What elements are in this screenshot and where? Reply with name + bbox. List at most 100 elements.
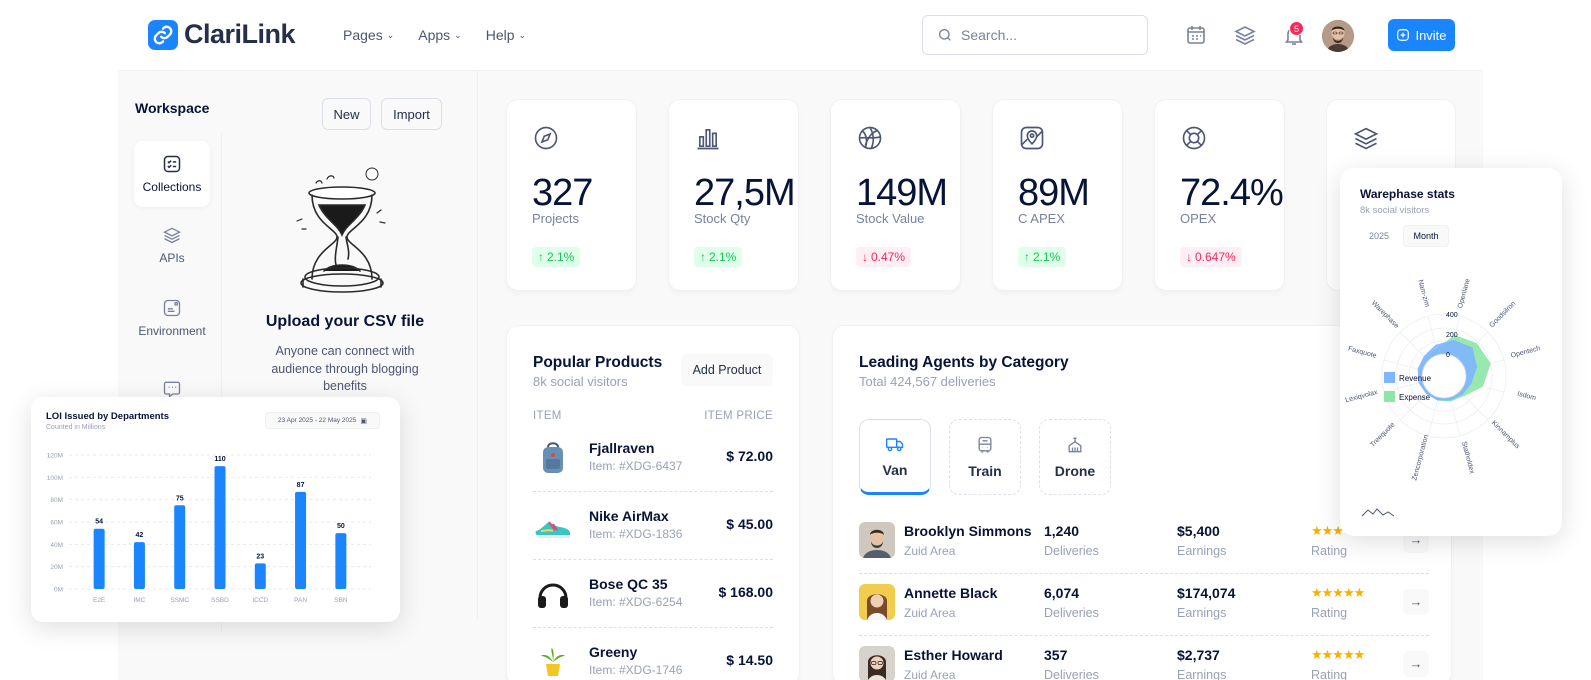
bar[interactable]	[335, 533, 347, 589]
tab-van[interactable]: Van	[859, 419, 931, 495]
import-button[interactable]: Import	[381, 98, 442, 130]
agent-name: Esther Howard	[904, 647, 1003, 663]
tab-month[interactable]: Month	[1403, 225, 1449, 247]
table-row[interactable]: Nike AirMax Item: #XDG-1836 $ 45.00	[533, 492, 773, 560]
chart-subtitle: Counted in Millions	[46, 424, 106, 431]
layers-icon[interactable]	[1233, 23, 1257, 47]
x-tick-label: SSBD	[211, 597, 229, 604]
product-code: Item: #XDG-6437	[589, 459, 683, 473]
hourglass-illustration	[296, 167, 386, 293]
agent-name: Brooklyn Simmons	[904, 523, 1032, 539]
top-header: ClariLink Pages⌄ Apps⌄ Help⌄ 5 Invite	[0, 0, 1591, 70]
earnings-value: $2,737	[1177, 647, 1220, 663]
stat-card-stock-qty: 27,5M Stock Qty ↑ 2.1%	[668, 99, 799, 291]
bar[interactable]	[214, 466, 226, 589]
y-tick-label: 0M	[54, 587, 63, 594]
stat-value: 89M	[1018, 172, 1090, 214]
popular-products-card: Popular Products 8k social visitors Add …	[506, 325, 800, 680]
nav-help[interactable]: Help ⌄	[486, 27, 526, 43]
new-button[interactable]: New	[322, 98, 371, 130]
layers-icon	[163, 227, 181, 244]
stat-card-capex: 89M C APEX ↑ 2.1%	[992, 99, 1123, 291]
bar[interactable]	[93, 528, 105, 589]
sidebar-item-environment[interactable]: Environment	[134, 285, 210, 351]
workspace-panel-border	[477, 70, 478, 620]
product-price: $ 72.00	[726, 448, 773, 464]
radar-category-label: Goodsilron	[1488, 300, 1517, 329]
star-rating: ★★★	[1311, 523, 1344, 538]
tab-drone[interactable]: Drone	[1039, 419, 1111, 495]
plus-circle-icon	[1397, 29, 1410, 41]
avatar[interactable]	[1322, 20, 1354, 52]
search-box[interactable]	[922, 15, 1148, 55]
bar[interactable]	[174, 505, 186, 589]
y-tick-label: 60M	[50, 520, 63, 527]
radar-ring	[1395, 327, 1493, 425]
date-range-picker[interactable]: 23 Apr 2025 - 22 May 2025 ▣	[265, 412, 380, 429]
tab-label: Drone	[1054, 463, 1096, 479]
arrow-up-icon: ↑	[538, 250, 544, 264]
legend-swatch	[1384, 372, 1395, 383]
sidebar-item-collections[interactable]: Collections	[134, 141, 210, 207]
table-row[interactable]: Greeny Item: #XDG-1746 $ 14.50	[533, 628, 773, 680]
main-nav: Pages ⌄ Apps ⌄ Help ⌄	[343, 27, 526, 43]
table-row[interactable]: Fjallraven Item: #XDG-6437 $ 72.00	[533, 424, 773, 492]
arrow-right-icon[interactable]: →	[1403, 651, 1429, 677]
deliveries-value: 6,074	[1044, 585, 1080, 601]
bar-chart: 0M 20M 40M 60M 80M 100M 120M 54 E2E 42 IMC 75 SSMC 11…	[47, 453, 371, 604]
change-value: 0.647%	[1195, 250, 1236, 264]
product-code: Item: #XDG-1836	[589, 527, 683, 541]
link-icon	[148, 19, 178, 50]
radar-category-label: Faxquote	[1347, 346, 1377, 360]
x-tick-label: ICCD	[252, 597, 268, 604]
search-icon	[939, 29, 951, 41]
star-rating: ★★★★★	[1311, 585, 1365, 600]
brand-logo[interactable]: ClariLink	[148, 19, 296, 50]
sidebar-item-chat[interactable]	[134, 356, 210, 422]
y-tick-label: 20M	[50, 564, 63, 571]
deliveries-label: Deliveries	[1044, 606, 1099, 620]
card-title: Leading Agents by Category	[859, 354, 1069, 371]
calendar-icon[interactable]	[1184, 23, 1208, 47]
loi-chart-card: LOI Issued by Departments Counted in Mil…	[31, 397, 400, 622]
earnings-label: Earnings	[1177, 544, 1227, 558]
earnings-value: $174,074	[1177, 585, 1236, 601]
deliveries-label: Deliveries	[1044, 668, 1099, 680]
plant-image	[541, 648, 565, 676]
bar[interactable]	[133, 542, 145, 589]
product-name: Fjallraven	[589, 440, 655, 456]
radar-spoke	[1384, 381, 1423, 393]
agent-name: Annette Black	[904, 585, 998, 601]
agent-area: Zuid Area	[904, 668, 956, 680]
calendar-icon: ▣	[360, 417, 368, 425]
radar-tick-label: 200	[1446, 332, 1458, 339]
arrow-down-icon: ↓	[1186, 250, 1192, 264]
layers-icon	[1353, 127, 1379, 150]
bar[interactable]	[295, 491, 307, 589]
data-label: 54	[95, 519, 103, 526]
arrow-up-icon: ↑	[1024, 250, 1030, 264]
arrow-right-icon[interactable]: →	[1403, 589, 1429, 615]
table-row[interactable]: Bose QC 35 Item: #XDG-6254 $ 168.00	[533, 560, 773, 628]
data-label: 42	[136, 532, 144, 539]
card-subtitle: Total 424,567 deliveries	[859, 374, 996, 389]
nav-apps[interactable]: Apps ⌄	[418, 27, 461, 43]
tab-year[interactable]: 2025	[1368, 231, 1390, 241]
rating-label: Rating	[1311, 606, 1348, 620]
search-input[interactable]	[961, 27, 1131, 43]
radar-category-label: Lexiqvolax	[1345, 389, 1379, 405]
y-tick-label: 40M	[50, 542, 63, 549]
invite-button[interactable]: Invite	[1388, 19, 1455, 51]
add-product-button[interactable]: Add Product	[681, 354, 773, 386]
radar-category-label: Treequote	[1369, 421, 1396, 448]
tab-train[interactable]: Train	[949, 419, 1021, 495]
nav-pages[interactable]: Pages ⌄	[343, 27, 394, 43]
radar-tick-label: 400	[1446, 312, 1458, 319]
x-tick-label: SBN	[334, 597, 348, 604]
change-badge: ↑ 2.1%	[1018, 247, 1067, 267]
warephase-card: Warephase stats 8k social visitors 2025 …	[1340, 168, 1562, 536]
sidebar-item-apis[interactable]: APIs	[134, 212, 210, 278]
bar[interactable]	[254, 563, 266, 589]
legend-swatch	[1384, 391, 1395, 402]
radar-spoke	[1459, 391, 1489, 421]
